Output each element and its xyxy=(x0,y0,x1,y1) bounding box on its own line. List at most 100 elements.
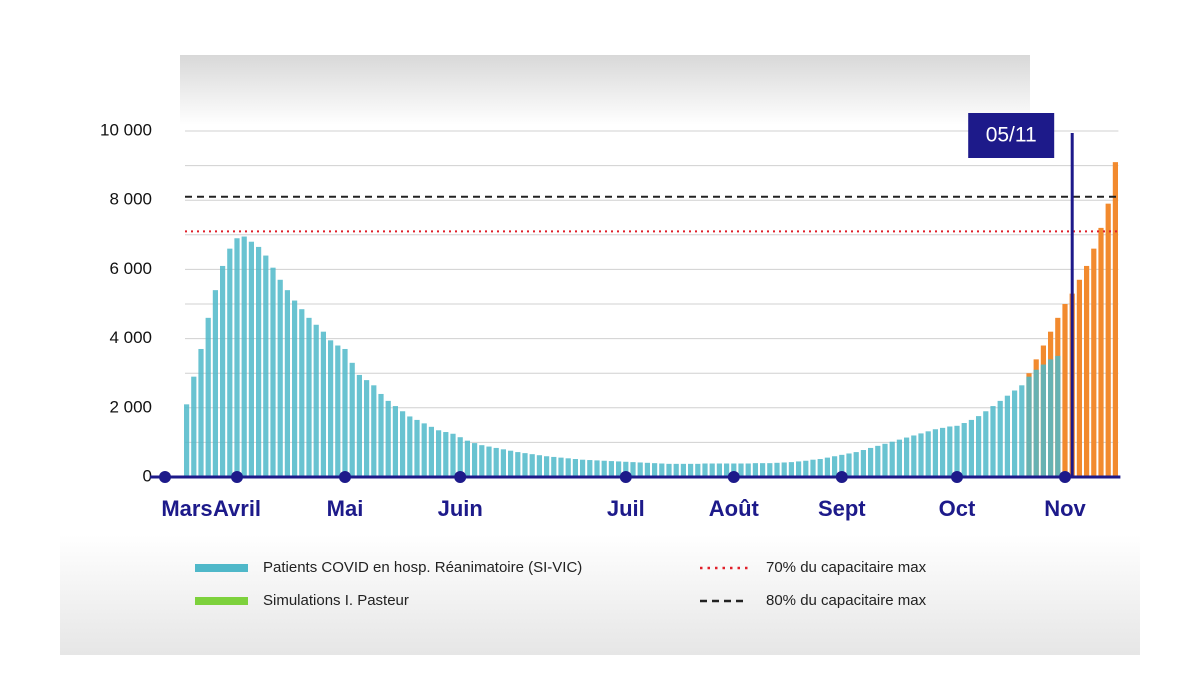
bar xyxy=(248,241,254,477)
bar xyxy=(414,419,420,477)
legend-label: 70% du capacitaire max xyxy=(766,559,927,576)
annotation-box xyxy=(968,113,1055,158)
x-tick-dot xyxy=(727,471,740,483)
bar xyxy=(637,462,643,477)
bar xyxy=(1098,227,1104,477)
bar xyxy=(1019,385,1025,477)
bar xyxy=(904,437,910,477)
bar xyxy=(1084,265,1090,477)
x-tick-label: Nov xyxy=(1044,496,1086,521)
bar xyxy=(587,460,593,477)
bar xyxy=(810,459,816,477)
bar xyxy=(968,419,974,477)
bar xyxy=(1040,364,1046,477)
bar xyxy=(760,463,766,477)
bar xyxy=(709,463,715,477)
bar xyxy=(450,433,456,477)
bar xyxy=(824,457,830,477)
bar xyxy=(680,463,686,477)
x-tick-label: Oct xyxy=(939,496,976,521)
bar xyxy=(328,340,334,477)
bar xyxy=(788,462,794,477)
bar xyxy=(292,300,298,477)
bar xyxy=(774,462,780,477)
bar xyxy=(796,461,802,477)
x-tick-dot xyxy=(1059,471,1071,483)
bar xyxy=(212,290,218,477)
bar xyxy=(918,433,924,477)
bar xyxy=(349,362,355,477)
bar xyxy=(565,458,571,477)
bar xyxy=(234,238,240,477)
bar xyxy=(1026,376,1032,477)
bar xyxy=(688,463,694,477)
bar xyxy=(572,459,578,477)
bar xyxy=(508,450,514,477)
y-tick-label: 8 000 xyxy=(109,190,152,209)
bar xyxy=(594,460,600,477)
bar xyxy=(666,463,672,477)
bar xyxy=(284,290,290,477)
legend-background xyxy=(60,535,1140,655)
bar xyxy=(673,463,679,477)
bar xyxy=(184,404,190,477)
bar xyxy=(342,348,348,477)
bar xyxy=(1062,304,1068,477)
bar xyxy=(1091,248,1097,477)
bar xyxy=(803,460,809,477)
y-tick-label: 0 xyxy=(143,466,152,485)
bar xyxy=(1076,279,1082,477)
bar xyxy=(205,317,211,477)
bar xyxy=(702,463,708,477)
bar xyxy=(198,348,204,477)
x-tick-label: Mars xyxy=(161,496,212,521)
bar xyxy=(976,416,982,477)
bar xyxy=(544,456,550,477)
bar xyxy=(256,246,262,477)
bar xyxy=(731,463,737,477)
bar xyxy=(522,453,528,477)
bar xyxy=(745,463,751,477)
x-tick-label: Mai xyxy=(327,496,364,521)
bar xyxy=(875,445,881,477)
annotation-label: 05/11 xyxy=(986,124,1037,147)
bar xyxy=(191,376,197,477)
x-tick-dot xyxy=(619,471,632,483)
x-tick-label: Juil xyxy=(607,496,645,521)
bar xyxy=(472,443,478,477)
bar xyxy=(1055,355,1061,477)
bar xyxy=(428,426,434,477)
bar xyxy=(1112,162,1118,477)
bar xyxy=(983,411,989,477)
x-tick-label: Sept xyxy=(818,496,866,521)
x-tick-dot xyxy=(835,471,848,483)
bar xyxy=(616,461,622,477)
bar xyxy=(356,374,362,477)
bar xyxy=(608,461,614,477)
bar xyxy=(630,462,636,477)
bar xyxy=(335,345,341,477)
y-tick-label: 2 000 xyxy=(109,397,152,416)
x-tick-dot xyxy=(231,471,243,483)
bar xyxy=(371,385,377,477)
bar xyxy=(817,459,823,477)
bar xyxy=(400,411,406,477)
bar xyxy=(738,463,744,477)
bar xyxy=(277,279,283,477)
bar xyxy=(515,452,521,477)
bar xyxy=(320,331,326,477)
bar xyxy=(695,463,701,477)
bar xyxy=(270,267,276,477)
x-tick-dot xyxy=(454,471,467,483)
bar xyxy=(1105,203,1111,477)
bar xyxy=(529,454,535,477)
bar xyxy=(479,445,485,477)
bar xyxy=(860,450,866,477)
bar xyxy=(486,446,492,477)
bar xyxy=(227,248,233,477)
bar xyxy=(652,463,658,477)
bar xyxy=(457,437,463,477)
legend-label: Simulations I. Pasteur xyxy=(263,592,409,609)
y-tick-label: 4 000 xyxy=(109,328,152,347)
